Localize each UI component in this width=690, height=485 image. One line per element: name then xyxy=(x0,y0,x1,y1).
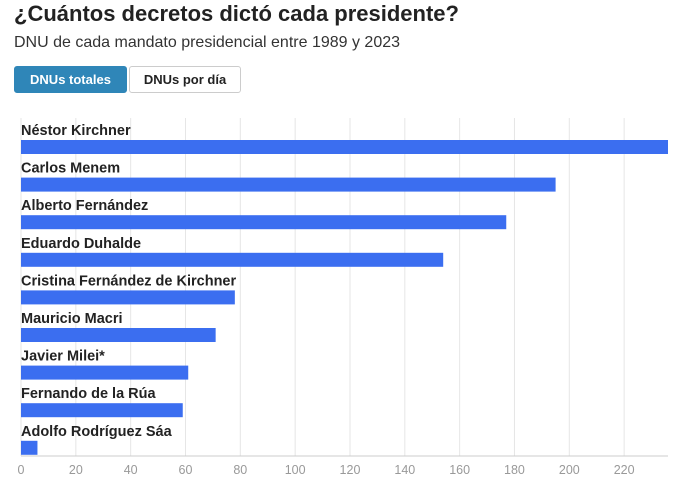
x-tick-label: 40 xyxy=(124,463,138,477)
bar-label: Alberto Fernández xyxy=(21,198,148,214)
bar xyxy=(21,365,189,380)
chart-title: ¿Cuántos decretos dictó cada presidente? xyxy=(14,1,459,26)
bar-label: Eduardo Duhalde xyxy=(21,236,141,252)
x-tick-label: 180 xyxy=(504,463,525,477)
x-tick-label: 200 xyxy=(559,463,580,477)
x-tick-label: 60 xyxy=(179,463,193,477)
bar-label: Cristina Fernández de Kirchner xyxy=(21,273,236,289)
bar xyxy=(21,252,444,267)
bar xyxy=(21,140,668,154)
tab-dnus-totales[interactable]: DNUs totales xyxy=(14,66,127,93)
x-tick-label: 80 xyxy=(233,463,247,477)
x-tick-label: 0 xyxy=(18,463,25,477)
bar xyxy=(21,403,183,418)
view-toggle: DNUs totales DNUs por día xyxy=(14,66,243,93)
bar xyxy=(21,177,556,192)
bar-label: Fernando de la Rúa xyxy=(21,386,156,402)
bar xyxy=(21,328,216,342)
x-tick-label: 20 xyxy=(69,463,83,477)
bar xyxy=(21,215,507,230)
x-tick-label: 120 xyxy=(340,463,361,477)
x-tick-label: 160 xyxy=(449,463,470,477)
bar-label: Néstor Kirchner xyxy=(21,123,131,139)
bar-label: Mauricio Macri xyxy=(21,311,123,327)
bar-label: Carlos Menem xyxy=(21,161,120,177)
bar xyxy=(21,290,235,305)
chart-subtitle: DNU de cada mandato presidencial entre 1… xyxy=(14,34,401,51)
bar xyxy=(21,440,38,455)
bar-label: Adolfo Rodríguez Sáa xyxy=(21,424,173,440)
tab-dnus-por-dia[interactable]: DNUs por día xyxy=(129,66,241,93)
x-tick-label: 220 xyxy=(614,463,635,477)
x-tick-label: 140 xyxy=(394,463,415,477)
x-tick-label: 100 xyxy=(285,463,306,477)
bar-label: Javier Milei* xyxy=(21,349,105,365)
